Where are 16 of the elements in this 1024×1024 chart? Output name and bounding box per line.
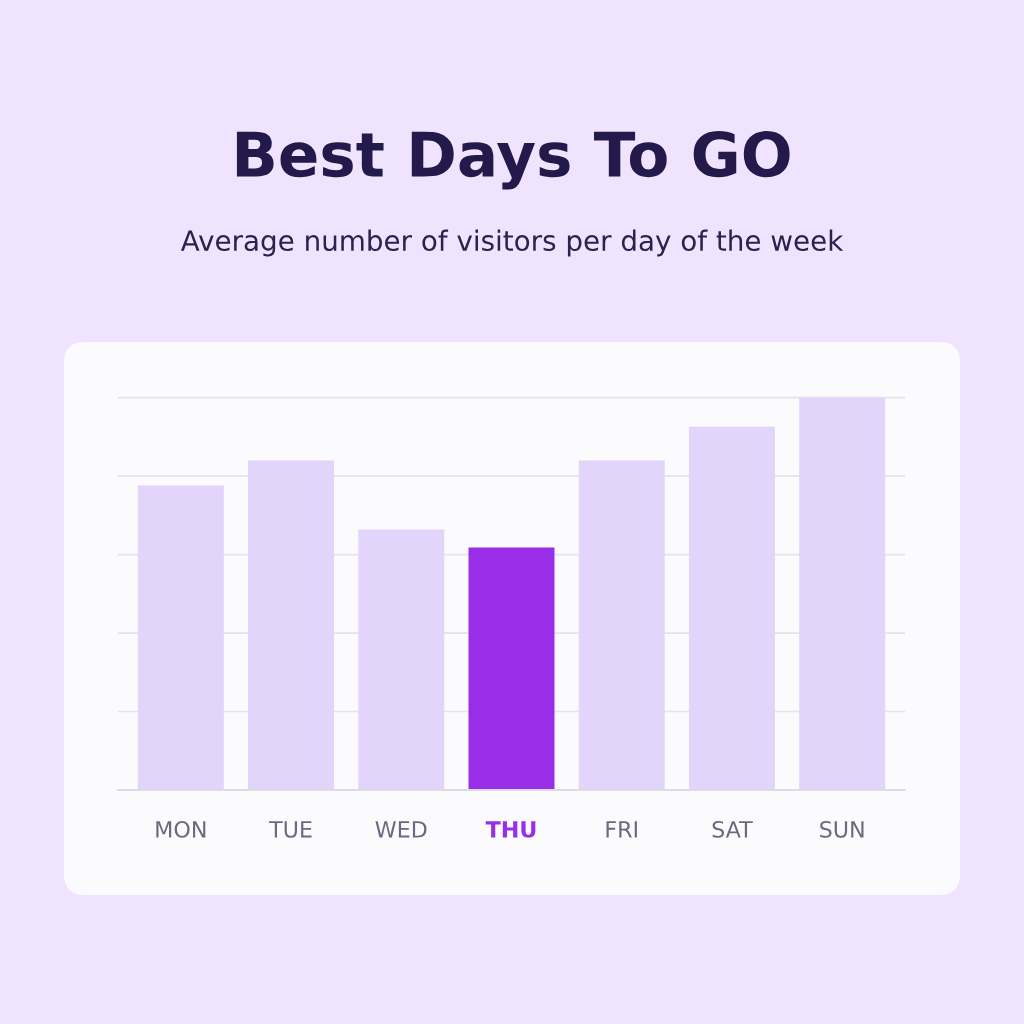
x-tick-label: TUE xyxy=(269,821,312,838)
bar xyxy=(468,547,555,790)
x-tick-label: SAT xyxy=(712,820,753,838)
x-tick-label: FRI xyxy=(606,821,637,838)
x-tick-label: MON xyxy=(156,820,206,838)
x-tick-label: THU xyxy=(485,821,536,838)
chart-title: Best Days To GO xyxy=(236,131,790,190)
bar xyxy=(688,426,775,790)
x-tick-label: WED xyxy=(375,821,427,838)
chart-subtitle: Average number of visitors per day of the week xyxy=(180,229,844,257)
x-tick-label: SUN xyxy=(820,820,864,838)
bar xyxy=(358,529,445,790)
bar xyxy=(578,460,665,790)
bar xyxy=(799,397,886,790)
bar xyxy=(137,485,224,790)
bar xyxy=(248,460,335,790)
